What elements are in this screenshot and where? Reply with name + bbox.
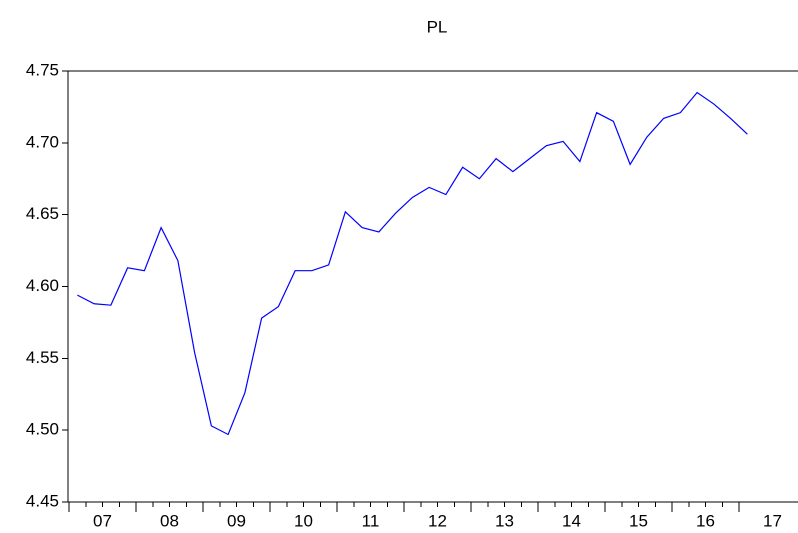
x-tick-label: 15 — [629, 511, 648, 530]
y-tick-label: 4.75 — [26, 60, 59, 79]
x-tick-label: 14 — [562, 511, 581, 530]
x-tick-label: 16 — [696, 511, 715, 530]
x-tick-label: 13 — [495, 511, 514, 530]
x-tick-label: 09 — [227, 511, 246, 530]
y-tick-label: 4.60 — [26, 276, 59, 295]
x-tick-label: 07 — [93, 511, 112, 530]
y-tick-label: 4.45 — [26, 491, 59, 510]
y-tick-label: 4.50 — [26, 420, 59, 439]
chart-title: PL — [427, 17, 448, 36]
y-tick-label: 4.55 — [26, 348, 59, 367]
x-tick-label: 10 — [294, 511, 313, 530]
x-tick-label: 12 — [428, 511, 447, 530]
y-tick-label: 4.65 — [26, 204, 59, 223]
x-tick-label: 08 — [160, 511, 179, 530]
x-tick-label: 17 — [763, 511, 782, 530]
x-tick-label: 11 — [362, 511, 380, 530]
y-tick-label: 4.70 — [26, 132, 59, 151]
line-series — [77, 91, 748, 436]
